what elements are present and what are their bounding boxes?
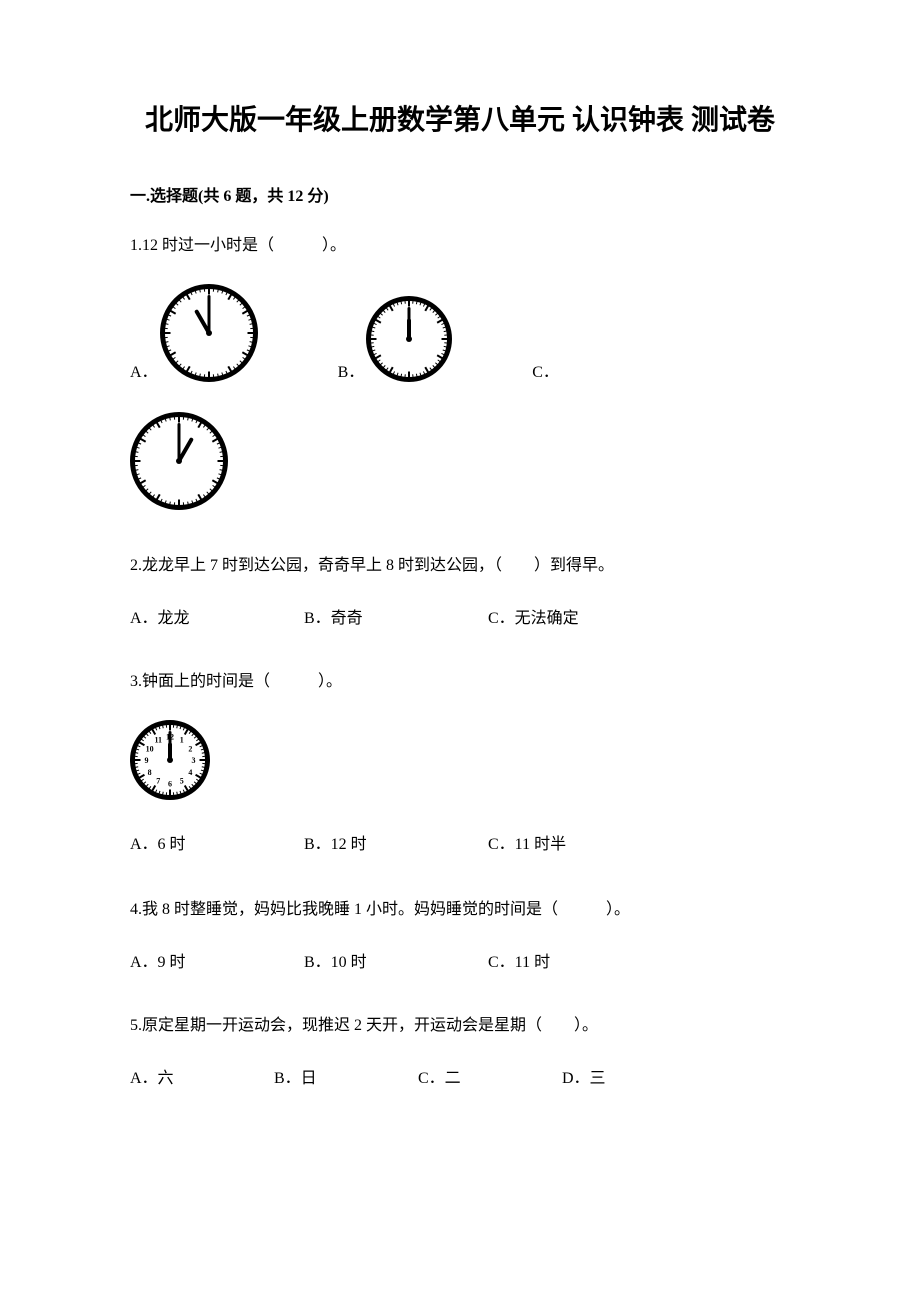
q1-choice-a-label: A． <box>130 358 158 382</box>
svg-text:5: 5 <box>180 776 184 785</box>
q1-choice-c: C． <box>532 358 561 382</box>
q1-choice-c-label: C． <box>532 358 559 382</box>
svg-text:1: 1 <box>180 736 184 745</box>
q2-choice-a: A．龙龙 <box>130 604 300 628</box>
q2-text: 2.龙龙早上 7 时到达公园，奇奇早上 8 时到达公园，（ ）到得早。 <box>130 550 790 582</box>
q2-choices: A．龙龙 B．奇奇 C．无法确定 <box>130 604 790 628</box>
svg-text:2: 2 <box>188 744 192 753</box>
q4-choices: A．9 时 B．10 时 C．11 时 <box>130 948 790 972</box>
clock-icon <box>130 412 790 510</box>
q3-clock-wrap: 123456789101112 <box>130 720 790 800</box>
q4-choice-a: A．9 时 <box>130 948 300 972</box>
q5-choice-c: C．二 <box>418 1064 558 1088</box>
svg-text:8: 8 <box>148 768 152 777</box>
q2-choice-c: C．无法确定 <box>488 604 648 628</box>
q2-choice-b: B．奇奇 <box>304 604 484 628</box>
q3-choices: A．6 时 B．12 时 C．11 时半 <box>130 830 790 854</box>
q5-text: 5.原定星期一开运动会，现推迟 2 天开，开运动会是星期（ ）。 <box>130 1010 790 1042</box>
q3-choice-c: C．11 时半 <box>488 830 648 854</box>
page-title: 北师大版一年级上册数学第八单元 认识钟表 测试卷 <box>130 100 790 142</box>
q4-text: 4.我 8 时整睡觉，妈妈比我晚睡 1 小时。妈妈睡觉的时间是（ ）。 <box>130 894 790 926</box>
svg-text:6: 6 <box>168 780 172 789</box>
svg-text:7: 7 <box>156 776 160 785</box>
clock-icon <box>160 284 258 382</box>
q5-choice-b: B．日 <box>274 1064 414 1088</box>
section-1-header: 一.选择题(共 6 题，共 12 分) <box>130 182 790 206</box>
q1-choice-b: B． <box>338 296 453 382</box>
q3-choice-a: A．6 时 <box>130 830 300 854</box>
q4-choice-b: B．10 时 <box>304 948 484 972</box>
svg-text:10: 10 <box>146 744 154 753</box>
q5-choices: A．六 B．日 C．二 D．三 <box>130 1064 790 1088</box>
svg-text:11: 11 <box>154 736 162 745</box>
svg-text:9: 9 <box>145 756 149 765</box>
q1-choice-c-clock-wrap <box>130 412 790 510</box>
q1-choice-b-label: B． <box>338 358 365 382</box>
q1-text: 1.12 时过一小时是（ ）。 <box>130 230 790 262</box>
q5-choice-a: A．六 <box>130 1064 270 1088</box>
clock-icon: 123456789101112 <box>130 720 790 800</box>
svg-text:3: 3 <box>192 756 196 765</box>
q5-choice-d: D．三 <box>562 1064 702 1088</box>
q4-choice-c: C．11 时 <box>488 948 648 972</box>
q1-choice-a: A． <box>130 284 258 382</box>
svg-text:4: 4 <box>188 768 192 777</box>
q3-choice-b: B．12 时 <box>304 830 484 854</box>
q3-text: 3.钟面上的时间是（ ）。 <box>130 666 790 698</box>
q1-choices-row1: A． B． C． <box>130 284 790 382</box>
clock-icon <box>366 296 452 382</box>
